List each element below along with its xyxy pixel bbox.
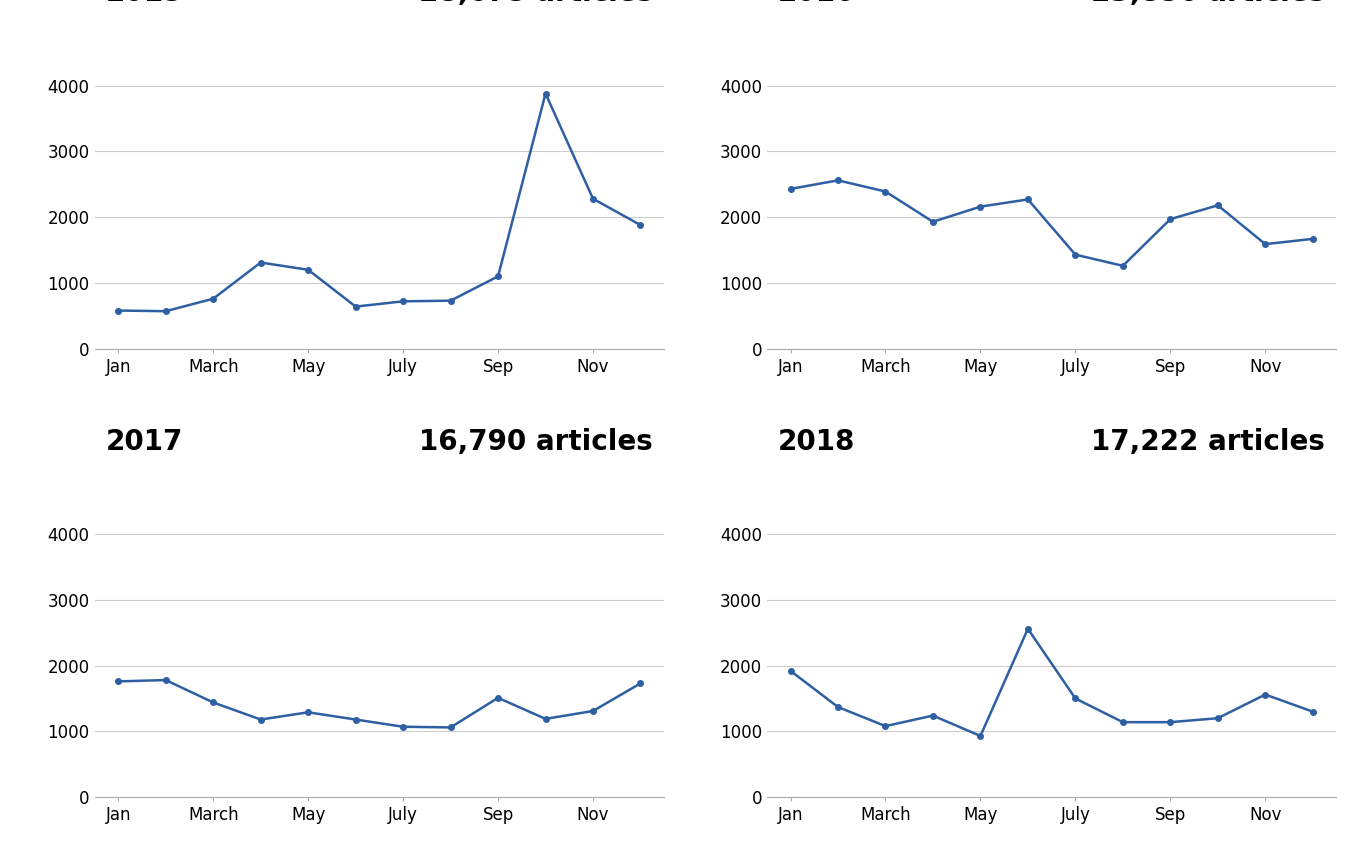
Text: 2015: 2015 [105,0,184,8]
Text: 17,222 articles: 17,222 articles [1091,427,1326,455]
Text: 2017: 2017 [105,427,184,455]
Text: 23,850 articles: 23,850 articles [1091,0,1326,8]
Text: 28,675 articles: 28,675 articles [418,0,653,8]
Text: 16,790 articles: 16,790 articles [418,427,653,455]
Text: 2018: 2018 [778,427,856,455]
Text: 2016: 2016 [778,0,856,8]
